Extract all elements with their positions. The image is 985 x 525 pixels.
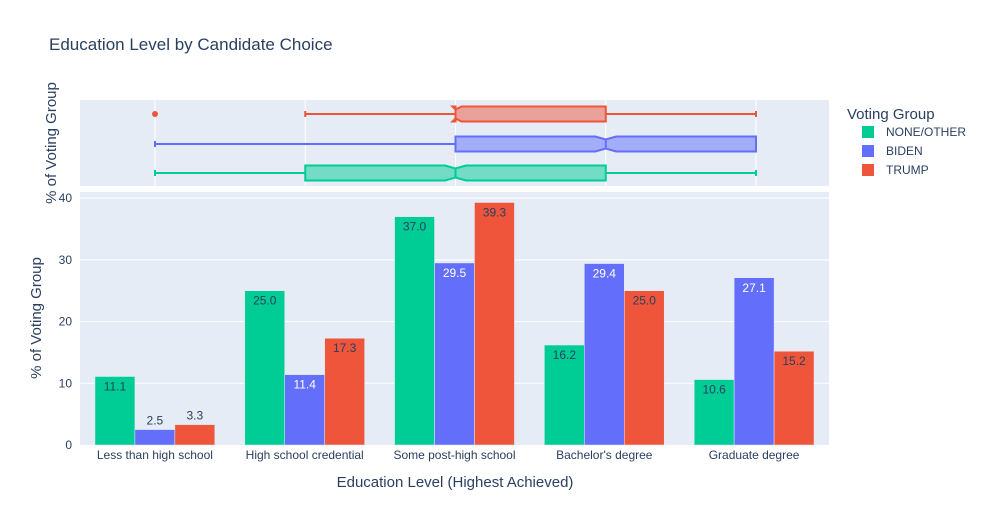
x-tick-label: Graduate degree <box>709 448 800 462</box>
bar <box>544 344 585 446</box>
bar-data-label: 29.5 <box>443 266 467 280</box>
x-tick-label: High school credential <box>246 448 364 462</box>
box-plot <box>152 105 757 182</box>
y-tick-label: 0 <box>65 438 72 452</box>
box-outlier <box>152 111 158 117</box>
bar-data-label: 10.6 <box>702 383 726 397</box>
bar <box>584 263 625 446</box>
bar-data-label: 29.4 <box>593 267 617 281</box>
y-tick-label: 40 <box>59 191 73 205</box>
y-axis-ticks: 0 10 20 30 40 <box>59 191 73 452</box>
y-tick-label: 30 <box>59 253 73 267</box>
bar <box>624 290 665 446</box>
bar-data-label: 2.5 <box>147 414 164 428</box>
legend-swatch <box>862 126 874 138</box>
bar-data-label: 15.2 <box>782 354 806 368</box>
bar-data-label: 16.2 <box>553 348 577 362</box>
legend-title: Voting Group <box>847 106 935 123</box>
y-tick-label: 10 <box>59 376 73 390</box>
bar <box>693 379 735 446</box>
legend-label: BIDEN <box>886 144 923 158</box>
bars <box>94 202 815 446</box>
bar-data-label: 27.1 <box>742 281 766 295</box>
bar-data-label: 17.3 <box>333 341 357 355</box>
bar-data-label: 37.0 <box>403 220 427 234</box>
bar <box>174 424 216 446</box>
bar <box>244 290 285 446</box>
bar <box>94 376 136 446</box>
box-y-axis-label: % of Voting Group <box>43 82 60 204</box>
legend: NONE/OTHER BIDEN TRUMP <box>862 125 966 177</box>
x-tick-label: Less than high school <box>97 448 213 462</box>
bar <box>394 216 435 446</box>
legend-label: NONE/OTHER <box>886 125 966 139</box>
x-axis-ticks: Less than high school High school credent… <box>97 448 800 462</box>
legend-swatch <box>862 145 874 157</box>
bar <box>284 374 325 446</box>
bar-data-labels: 11.1 2.5 3.3 25.0 11.4 17.3 37.0 29.5 39.3 16.2 29… <box>104 205 806 427</box>
bar-data-label: 39.3 <box>483 205 507 219</box>
chart-title: Education Level by Candidate Choice <box>49 35 333 54</box>
y-axis-label: % of Voting Group <box>28 257 45 379</box>
box-body <box>450 105 607 123</box>
bar <box>434 262 475 446</box>
x-tick-label: Some post-high school <box>393 448 515 462</box>
bar-data-label: 3.3 <box>187 409 204 423</box>
x-axis-label: Education Level (Highest Achieved) <box>337 474 574 491</box>
bar-data-label: 25.0 <box>633 294 657 308</box>
bar <box>324 337 365 446</box>
bar-data-label: 11.4 <box>293 378 316 392</box>
bar <box>733 277 775 446</box>
bar <box>134 429 176 446</box>
legend-label: TRUMP <box>886 163 929 177</box>
x-tick-label: Bachelor's degree <box>556 448 653 462</box>
legend-swatch <box>862 164 874 176</box>
bar-data-label: 25.0 <box>253 294 277 308</box>
y-tick-label: 20 <box>59 315 73 329</box>
bar-data-label: 11.1 <box>104 380 127 394</box>
bar <box>474 202 515 446</box>
bar <box>773 350 815 446</box>
